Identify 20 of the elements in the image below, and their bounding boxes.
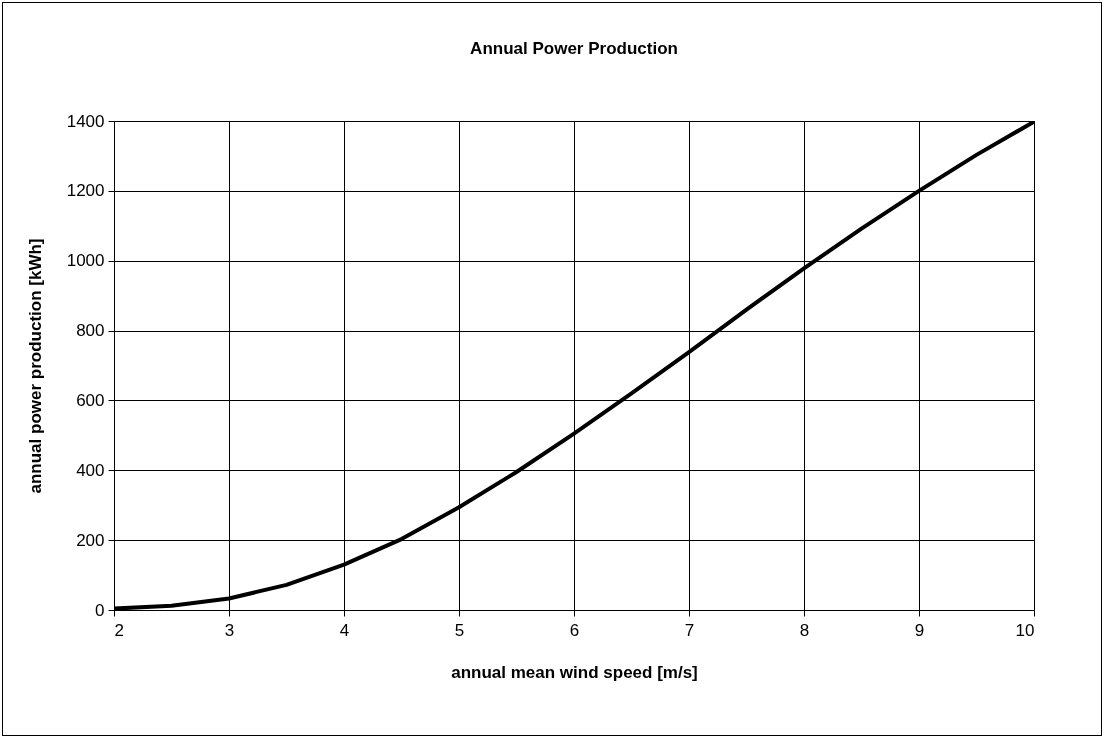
x-tick-label: 9 — [914, 620, 925, 640]
y-tick-label: 400 — [76, 460, 105, 480]
y-tick-label: 1400 — [66, 111, 105, 131]
x-tick-label: 5 — [454, 620, 465, 640]
x-tick-label: 8 — [799, 620, 810, 640]
y-tick-label: 600 — [76, 390, 105, 410]
y-tick-label: 800 — [76, 321, 105, 341]
y-tick-label: 0 — [95, 600, 105, 620]
x-tick-label: 2 — [114, 620, 124, 640]
x-tick-label: 3 — [224, 620, 235, 640]
y-tick-label: 1200 — [66, 181, 105, 201]
x-tick-label: 7 — [684, 620, 695, 640]
y-tick-label: 200 — [76, 530, 105, 550]
chart-title: Annual Power Production — [470, 39, 678, 58]
x-axis-title: annual mean wind speed [m/s] — [451, 662, 698, 682]
y-axis-title: annual power production [kWh] — [25, 238, 45, 494]
x-tick-label: 4 — [339, 620, 350, 640]
y-tick-label: 1000 — [66, 251, 105, 271]
x-tick-label: 6 — [569, 620, 580, 640]
x-tick-label: 10 — [1015, 620, 1035, 640]
